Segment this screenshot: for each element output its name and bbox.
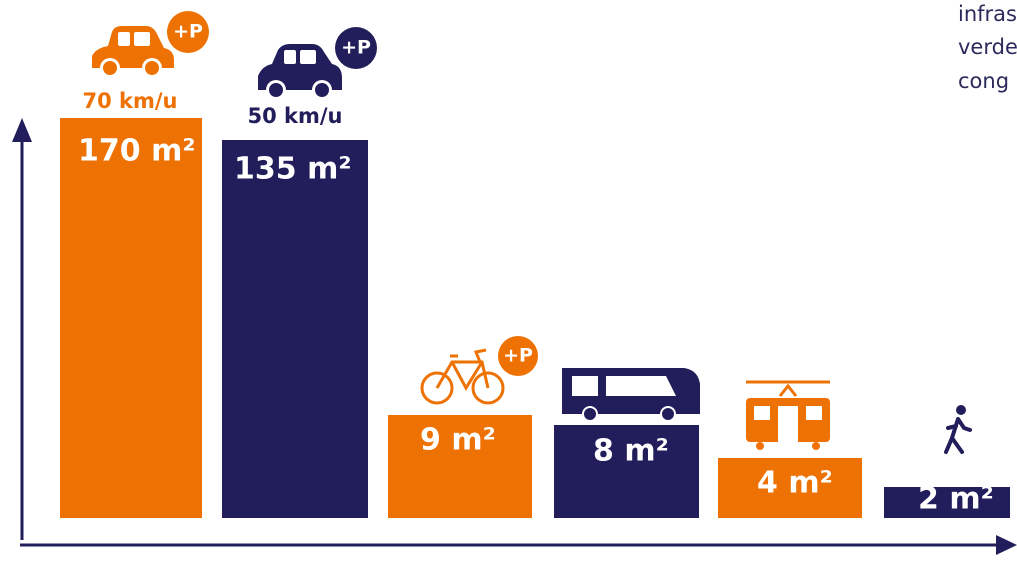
car-icon bbox=[258, 44, 342, 100]
area-label: 135 m² bbox=[234, 152, 351, 187]
area-label: 9 m² bbox=[420, 423, 496, 458]
side-text: infras bbox=[958, 2, 1017, 26]
side-text: cong bbox=[958, 69, 1009, 93]
badge bbox=[498, 336, 538, 376]
car-icon bbox=[92, 26, 174, 78]
bar bbox=[718, 458, 862, 518]
walker-icon bbox=[944, 405, 972, 454]
bar bbox=[554, 425, 699, 518]
bus-icon bbox=[562, 368, 700, 422]
bar bbox=[884, 487, 1010, 518]
bar bbox=[60, 118, 202, 518]
area-label: 170 m² bbox=[78, 134, 195, 169]
y-arrow bbox=[12, 118, 32, 142]
badge-text: +P bbox=[503, 345, 533, 367]
speed-label: 50 km/u bbox=[247, 104, 342, 128]
badge bbox=[335, 27, 377, 69]
x-arrow bbox=[996, 535, 1017, 555]
bar bbox=[388, 415, 532, 518]
badge bbox=[167, 11, 209, 53]
badge-text: +P bbox=[173, 21, 203, 43]
side-text: verde bbox=[958, 35, 1017, 59]
bar bbox=[222, 140, 368, 518]
area-label: 8 m² bbox=[593, 434, 669, 469]
area-label: 4 m² bbox=[757, 466, 833, 501]
tram-icon bbox=[746, 380, 830, 450]
badge-text: +P bbox=[341, 37, 371, 59]
bike-icon bbox=[420, 348, 505, 405]
speed-label: 70 km/u bbox=[82, 89, 177, 113]
area-label: 2 m² bbox=[918, 482, 994, 517]
